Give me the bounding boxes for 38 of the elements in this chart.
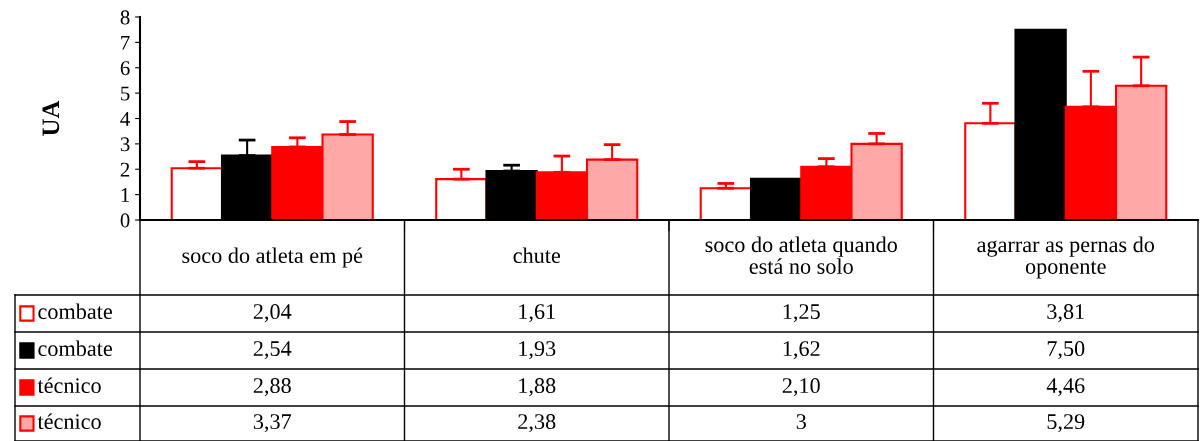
x-tick-label: agarrar as pernas do oponente: [977, 236, 1155, 279]
data-label: 1,93: [519, 341, 556, 360]
legend-label: combate: [38, 340, 112, 357]
data-label: 1,25: [783, 304, 820, 323]
y-tick-label: 6: [120, 61, 130, 76]
data-label: 3: [796, 414, 806, 430]
y-tick-label: 3: [120, 137, 130, 152]
data-label: 1,62: [783, 341, 820, 360]
bar: [964, 122, 1017, 220]
y-tick-label: 1: [121, 188, 130, 202]
y-tick-label: 2: [120, 162, 130, 177]
data-label: 3,37: [253, 414, 292, 433]
data-label: 2,88: [253, 378, 291, 397]
y-tick-label: 4: [120, 112, 130, 126]
data-label: 5,29: [1047, 414, 1085, 433]
data-label: 3,81: [1047, 304, 1084, 323]
data-label: 2,54: [253, 341, 292, 360]
y-tick-label: 8: [120, 10, 130, 25]
legend-label: combate: [38, 303, 112, 320]
data-label: 7,50: [1047, 341, 1085, 360]
x-tick-label: chute: [513, 247, 561, 264]
x-tick-label: soco do atleta em pé: [182, 247, 363, 268]
data-label: 1,61: [519, 304, 555, 323]
legend-label: técnico: [37, 377, 101, 394]
y-tick-label: 7: [121, 35, 130, 50]
y-tick-label: 5: [121, 86, 130, 101]
y-tick-label: 0: [120, 213, 130, 228]
data-label: 2,04: [253, 304, 292, 323]
bar: [170, 167, 224, 220]
data-label: 1,88: [519, 378, 556, 397]
bar: [435, 178, 488, 220]
legend-label: técnico: [37, 413, 101, 430]
data-label: 4,46: [1046, 378, 1085, 397]
x-tick-label: soco do atleta quando está no solo: [705, 236, 897, 274]
bar: [699, 187, 753, 220]
data-label: 2,10: [782, 378, 820, 397]
y-axis-title: UA: [42, 100, 60, 136]
data-label: 2,38: [518, 414, 556, 433]
